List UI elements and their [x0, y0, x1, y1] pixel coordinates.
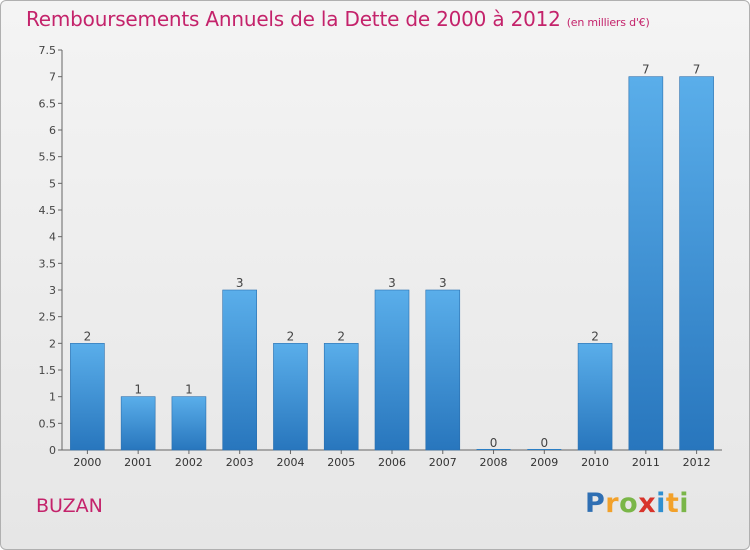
- x-tick-label-2002: 2002: [175, 456, 203, 469]
- data-label-2007: 3: [439, 276, 447, 290]
- data-label-2006: 3: [388, 276, 396, 290]
- y-tick-label: 6.5: [39, 97, 57, 110]
- bar-2010: [577, 343, 613, 451]
- bar-2000: [70, 343, 105, 451]
- y-tick-label: 0.5: [39, 417, 57, 430]
- y-tick-label: 3.5: [39, 257, 57, 270]
- y-tick-label: 6: [49, 124, 56, 137]
- chart-title-text: Remboursements Annuels de la Dette de 20…: [26, 7, 561, 31]
- chart-title: Remboursements Annuels de la Dette de 20…: [26, 7, 650, 31]
- x-tick-label-2006: 2006: [378, 456, 406, 469]
- data-label-2002: 1: [185, 383, 193, 397]
- bar-2011: [628, 76, 664, 451]
- x-tick-label-2005: 2005: [327, 456, 355, 469]
- x-tick-label-2012: 2012: [683, 456, 711, 469]
- logo-letter: r: [605, 488, 620, 519]
- bar-2009: [527, 449, 562, 450]
- y-tick-label: 3: [49, 284, 56, 297]
- proxiti-logo: Proxiti: [585, 488, 689, 519]
- bar-2012: [679, 76, 714, 451]
- bar-2007: [425, 289, 461, 451]
- y-tick-label: 1: [49, 391, 56, 404]
- logo-letter: i: [679, 488, 690, 519]
- logo-letter: P: [585, 488, 606, 519]
- data-label-2003: 3: [236, 276, 244, 290]
- x-tick-label-2000: 2000: [73, 456, 101, 469]
- y-tick-label: 7: [49, 71, 56, 84]
- y-tick-label: 5.5: [39, 151, 57, 164]
- data-label-2005: 2: [337, 329, 345, 343]
- logo-letter: o: [619, 488, 639, 519]
- y-tick-label: 4.5: [39, 204, 57, 217]
- x-tick-label-2009: 2009: [530, 456, 558, 469]
- commune-name: BUZAN: [36, 495, 103, 517]
- y-tick-label: 7.5: [39, 44, 57, 57]
- x-tick-label-2003: 2003: [226, 456, 254, 469]
- bar-2002: [171, 396, 207, 451]
- logo-letter: x: [638, 488, 657, 519]
- x-tick-label-2010: 2010: [581, 456, 609, 469]
- bar-2001: [120, 396, 156, 451]
- y-tick-label: 1.5: [39, 364, 57, 377]
- x-tick-label-2001: 2001: [124, 456, 152, 469]
- chart-unit: (en milliers d'€): [566, 16, 650, 29]
- y-tick-label: 2.5: [39, 311, 57, 324]
- y-tick-label: 2: [49, 337, 56, 350]
- data-label-2001: 1: [134, 383, 142, 397]
- bar-2006: [374, 289, 410, 451]
- data-label-2008: 0: [490, 436, 498, 450]
- y-tick-label: 5: [49, 177, 56, 190]
- x-tick-label-2007: 2007: [429, 456, 457, 469]
- data-label-2010: 2: [591, 329, 599, 343]
- y-tick-label: 0: [49, 444, 56, 457]
- y-tick-label: 4: [49, 231, 56, 244]
- data-label-2011: 7: [642, 63, 650, 77]
- bar-2003: [222, 289, 257, 451]
- data-label-2000: 2: [84, 329, 92, 343]
- x-tick-label-2004: 2004: [276, 456, 304, 469]
- logo-letter: i: [656, 488, 666, 519]
- x-tick-label-2008: 2008: [480, 456, 508, 469]
- data-label-2012: 7: [693, 63, 701, 77]
- x-tick-label-2011: 2011: [632, 456, 660, 469]
- bar-2005: [323, 343, 359, 451]
- data-label-2009: 0: [540, 436, 548, 450]
- logo-letter: t: [665, 488, 680, 519]
- data-label-2004: 2: [287, 329, 295, 343]
- bar-2008: [476, 449, 511, 450]
- bar-2004: [273, 343, 308, 451]
